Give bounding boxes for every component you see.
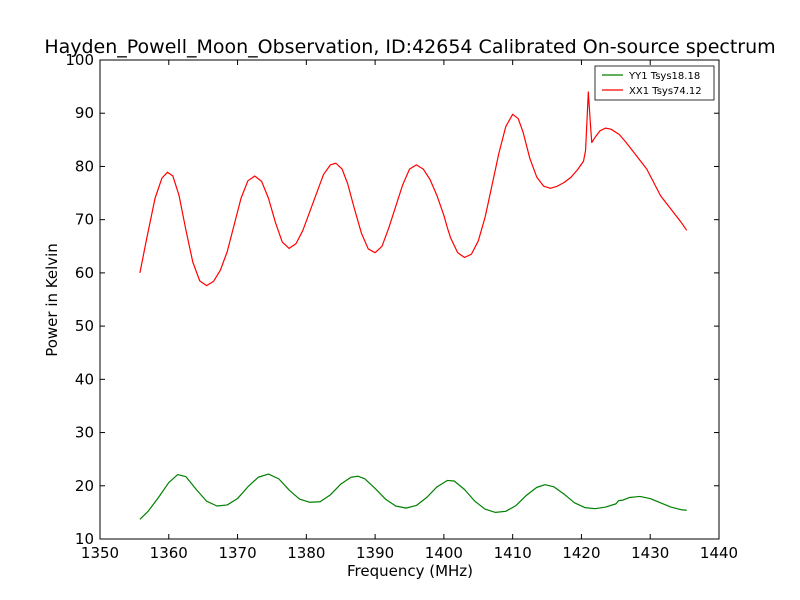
x-tick-label: 1430 — [631, 544, 669, 562]
legend-label-1: XX1 Tsys74.12 — [629, 86, 702, 97]
legend-label-0: YY1 Tsys18.18 — [628, 71, 700, 82]
x-tick-label: 1360 — [150, 544, 188, 562]
x-tick-label: 1390 — [356, 544, 394, 562]
y-tick-label: 70 — [75, 211, 94, 229]
y-tick-label: 40 — [75, 370, 94, 388]
x-tick-label: 1440 — [700, 544, 738, 562]
x-tick-label: 1370 — [218, 544, 256, 562]
plot-frame — [99, 59, 720, 540]
series-line-1 — [139, 91, 688, 287]
y-tick-label: 90 — [75, 104, 94, 122]
y-tick-label: 10 — [75, 530, 94, 548]
x-tick-label: 1400 — [425, 544, 463, 562]
y-tick-label: 30 — [75, 424, 94, 442]
x-tick-label: 1420 — [562, 544, 600, 562]
x-axis: 1350 1360 1370 1380 1390 1400 1410 1420 1430 1440 — [81, 60, 738, 562]
y-tick-label: 80 — [75, 157, 94, 175]
y-axis: 10 20 30 40 50 60 70 80 90 100 — [65, 51, 719, 548]
y-tick-label: 20 — [75, 477, 94, 495]
series-layer — [139, 91, 688, 520]
plot-area — [100, 60, 719, 539]
series-line-0 — [139, 473, 687, 520]
legend-box — [594, 65, 715, 101]
x-tick-label: 1410 — [494, 544, 532, 562]
legend: YY1 Tsys18.18 XX1 Tsys74.12 — [594, 65, 715, 101]
x-tick-label: 1380 — [287, 544, 325, 562]
y-tick-label: 60 — [75, 264, 94, 282]
x-tick-label: 1350 — [81, 544, 119, 562]
chart-title: Hayden_Powell_Moon_Observation, ID:42654… — [44, 36, 775, 58]
y-tick-label: 50 — [75, 317, 94, 335]
y-tick-label: 100 — [65, 51, 94, 69]
x-axis-label: Frequency (MHz) — [347, 562, 473, 580]
y-axis-label: Power in Kelvin — [43, 243, 61, 357]
